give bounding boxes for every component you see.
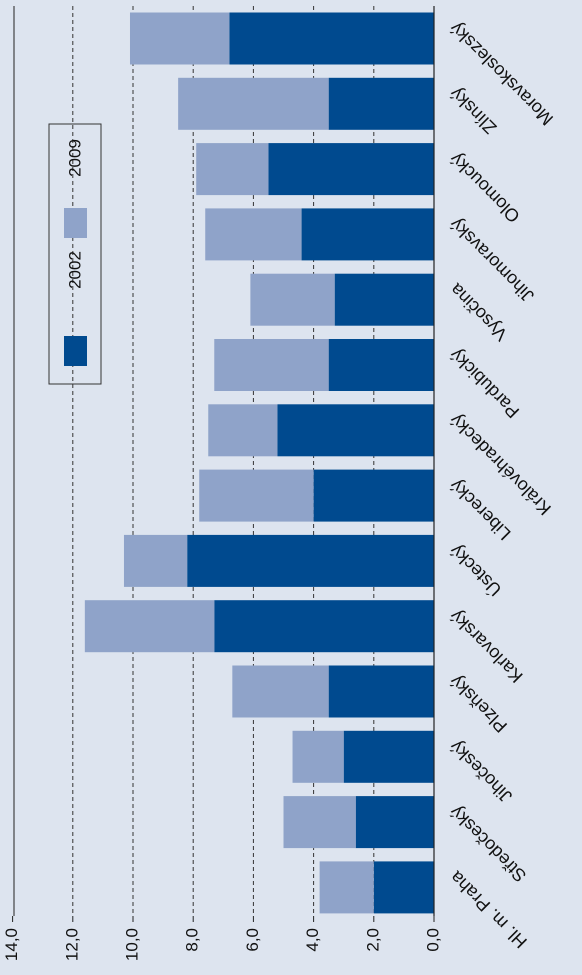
- bar-2002: [373, 861, 434, 914]
- category-label: Vysočina: [445, 279, 511, 345]
- bar-2009: [250, 273, 335, 326]
- bars: [84, 12, 434, 914]
- bar-2002: [328, 339, 434, 391]
- bar-2009: [232, 665, 329, 718]
- bar-2002: [277, 404, 434, 457]
- bar-2002: [301, 208, 434, 261]
- bar-2002: [334, 273, 434, 326]
- bar-2009: [208, 404, 278, 457]
- category-label: Pardubický: [446, 345, 523, 422]
- legend-label: 2002: [65, 251, 84, 289]
- tick-label: 6,0: [243, 928, 262, 952]
- bar-2009: [178, 77, 329, 130]
- category-label: Olomoucký: [446, 149, 524, 227]
- bar-2009: [196, 143, 269, 196]
- legend-label: 2009: [65, 139, 84, 177]
- bar-2002: [355, 796, 434, 849]
- bar-2009: [292, 730, 344, 783]
- bar-2009: [84, 600, 215, 653]
- tick-label: 8,0: [183, 928, 202, 952]
- tick-label: 14,0: [2, 928, 21, 961]
- bar-2009: [199, 469, 314, 522]
- category-label: Plzeňský: [446, 671, 511, 736]
- legend-box: [48, 123, 102, 385]
- value-axis-ticks: 0,0 2,0 4,0 6,0 8,0 10,0 12,0 14,0: [2, 916, 442, 961]
- bar-2002: [187, 534, 434, 587]
- tick-label: 10,0: [122, 928, 141, 961]
- bar-2002: [214, 600, 434, 653]
- bar-2009: [283, 796, 356, 849]
- tick-label: 2,0: [363, 928, 382, 952]
- bar-2002: [229, 12, 434, 65]
- bar-2002: [328, 77, 434, 130]
- bar-2002: [328, 665, 434, 718]
- bar-2009: [214, 339, 329, 391]
- bar-2009: [205, 208, 302, 261]
- category-label: Ústecký: [445, 541, 505, 601]
- category-label: Jihočeský: [446, 737, 516, 807]
- bar-2009: [129, 12, 230, 65]
- tick-label: 12,0: [62, 928, 81, 961]
- category-label: Liberecký: [446, 475, 515, 544]
- legend: 2002 2009: [48, 123, 102, 385]
- legend-swatch: [64, 208, 87, 238]
- bar-2002: [343, 730, 434, 783]
- tick-label: 4,0: [303, 928, 322, 952]
- bar-2009: [319, 861, 374, 914]
- bar-2009: [123, 534, 188, 587]
- tick-label: 0,0: [423, 928, 442, 952]
- bar-2002: [268, 143, 434, 196]
- category-labels: MoravskoslezskýZlínskýOlomouckýJihomorav…: [445, 18, 557, 952]
- bar-2002: [313, 469, 434, 522]
- category-label: Zlínský: [446, 84, 500, 138]
- legend-swatch: [64, 336, 87, 366]
